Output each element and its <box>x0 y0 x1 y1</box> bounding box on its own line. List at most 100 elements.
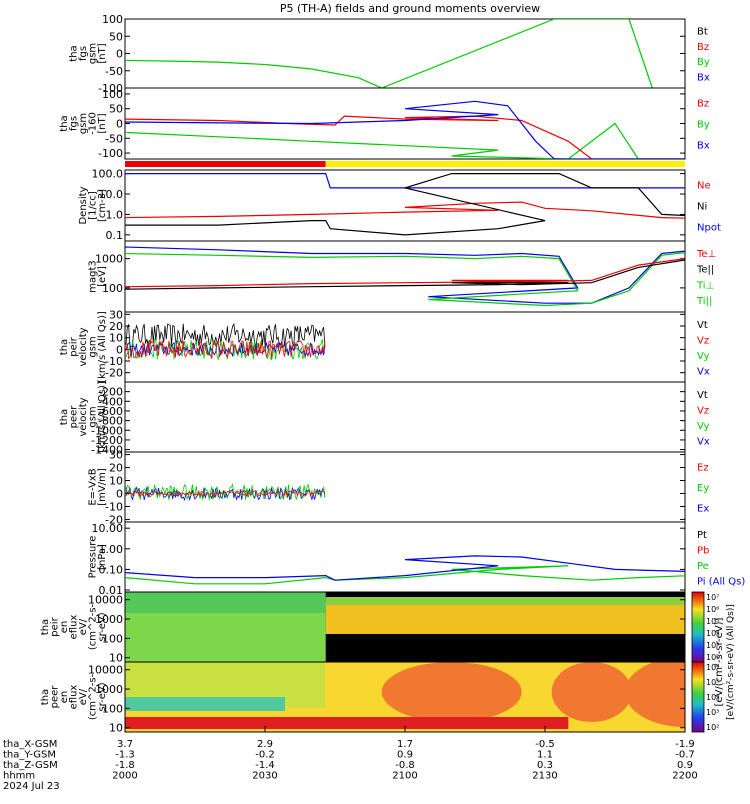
heatmap-peir_eflux <box>125 592 685 662</box>
series-Te|| <box>125 257 685 289</box>
panel-frame <box>125 241 685 312</box>
panel-frame <box>125 88 685 159</box>
xaxis-value: -0.7 <box>675 750 695 761</box>
xaxis-value: 2130 <box>532 771 557 782</box>
ylabel-line: [km/s (All Qs)] <box>97 311 108 383</box>
legend-entry: Vx <box>697 436 710 447</box>
series-Pe <box>125 566 732 584</box>
status-bar <box>125 161 685 167</box>
legend-entry: Te|| <box>696 265 714 276</box>
ytick-label: 0 <box>116 487 123 500</box>
panel-peer_eflux: 10000100010010thapeerenefluxeV/(cm^2-s-s… <box>40 657 745 735</box>
panel-frame <box>125 522 685 592</box>
legend-entry: Pi (All Qs) <box>697 576 745 587</box>
series-group <box>125 556 750 584</box>
xaxis-value: -0.5 <box>535 739 555 750</box>
ylabel-line: [nPa] <box>97 544 108 570</box>
xaxis-value: 0.3 <box>537 760 553 771</box>
xaxis-value: -1.3 <box>115 750 135 761</box>
ytick-label: 50 <box>109 103 123 116</box>
heatmap-region-band <box>125 592 326 613</box>
xaxis-row-label: tha_Z-GSM <box>3 760 58 771</box>
panel-frame <box>125 452 685 522</box>
xaxis-value: 3.7 <box>117 739 133 750</box>
ytick-label: 20 <box>109 462 123 475</box>
colorbar-label: [eV/(cm²-s-sr-eV)] <box>714 617 725 706</box>
legend-entry: Npot <box>697 223 721 234</box>
series-By <box>125 124 750 160</box>
legend-entry: Bz <box>697 42 709 53</box>
legend-entry: Bz <box>697 99 709 110</box>
ytick-label: 100.0 <box>92 168 124 181</box>
series-group <box>126 324 325 360</box>
xaxis-value: -0.2 <box>255 750 275 761</box>
xaxis-value: 0.9 <box>397 750 413 761</box>
ylabel-line: sr-eV) <box>97 612 108 641</box>
ytick-label: -100 <box>98 147 123 160</box>
xaxis-value: -0.8 <box>395 760 415 771</box>
xaxis-date: 2024 Jul 23 <box>3 781 60 792</box>
legend-entry: By <box>697 120 710 131</box>
ytick-label: 100 <box>102 88 123 101</box>
heatmap-region-hot <box>326 602 685 634</box>
colorbar-top <box>692 592 704 662</box>
ytick-label: 30 <box>109 449 123 462</box>
legend-entry: Pb <box>697 545 709 556</box>
colorbar-bottom <box>692 662 704 732</box>
panel-frame <box>125 170 685 241</box>
ytick-label: 10 <box>109 722 123 735</box>
series-group <box>125 19 750 88</box>
series-group <box>125 101 750 159</box>
xaxis-value: 0.9 <box>677 760 693 771</box>
series-By <box>125 19 652 88</box>
series-Bx <box>125 101 685 159</box>
panel-frame <box>125 312 685 382</box>
ylabel-line: [km/s (All Qs)] <box>97 381 108 453</box>
chart-title: P5 (TH-A) fields and ground moments over… <box>280 2 540 15</box>
legend-entry: Ex <box>697 504 709 515</box>
legend-entry: Vt <box>697 390 708 401</box>
panel-density: 100.010.01.00.1Density[1/cc][cm-3]NeNiNp… <box>78 168 750 242</box>
xaxis-value: -1.4 <box>255 760 275 771</box>
colorbar-tick: 10⁷ <box>706 593 719 602</box>
status-bar-red <box>125 161 326 167</box>
legend-entry: Vz <box>697 335 709 346</box>
legend-entry: Vz <box>697 405 709 416</box>
xaxis-value: 2200 <box>672 771 697 782</box>
series-Ni <box>125 174 750 235</box>
legend-entry: Vt <box>697 320 708 331</box>
ytick-label: 100 <box>102 13 123 26</box>
heatmap-peer_eflux <box>125 657 745 732</box>
legend-entry: Bx <box>697 141 710 152</box>
ytick-label: 0 <box>116 48 123 61</box>
ylabel-line: [nT] <box>97 113 108 133</box>
series-Te⊥ <box>125 256 685 286</box>
heatmap-region-hot1 <box>382 662 522 722</box>
legend-entry: Vx <box>697 366 710 377</box>
series-group <box>125 247 685 306</box>
legend-entry: By <box>697 57 710 68</box>
legend-entry: Ti|| <box>696 296 712 307</box>
series-group <box>125 174 750 235</box>
panel-frame <box>125 382 685 452</box>
ytick-label: 10.00 <box>92 522 124 535</box>
legend-entry: Pe <box>697 561 709 572</box>
ytick-label: 10 <box>109 475 123 488</box>
legend-entry: Bt <box>697 27 708 38</box>
ytick-label: 1000 <box>95 253 123 266</box>
colorbar: 10⁷10⁶10⁵10⁴10³10²10⁶10⁵10⁴10³10²[eV/(cm… <box>692 592 736 732</box>
xaxis-value: 2030 <box>252 771 277 782</box>
xaxis-row-label: hhmm <box>3 771 35 782</box>
ylabel-line: sr-eV) <box>97 682 108 711</box>
xaxis-row-label: tha_X-GSM <box>3 739 57 750</box>
legend-entry: Pt <box>697 530 707 541</box>
legend-entry: Bx <box>697 72 710 83</box>
legend-entry: Ti⊥ <box>696 280 714 291</box>
ytick-label: -50 <box>105 65 123 78</box>
xaxis-value: -1.9 <box>675 739 695 750</box>
